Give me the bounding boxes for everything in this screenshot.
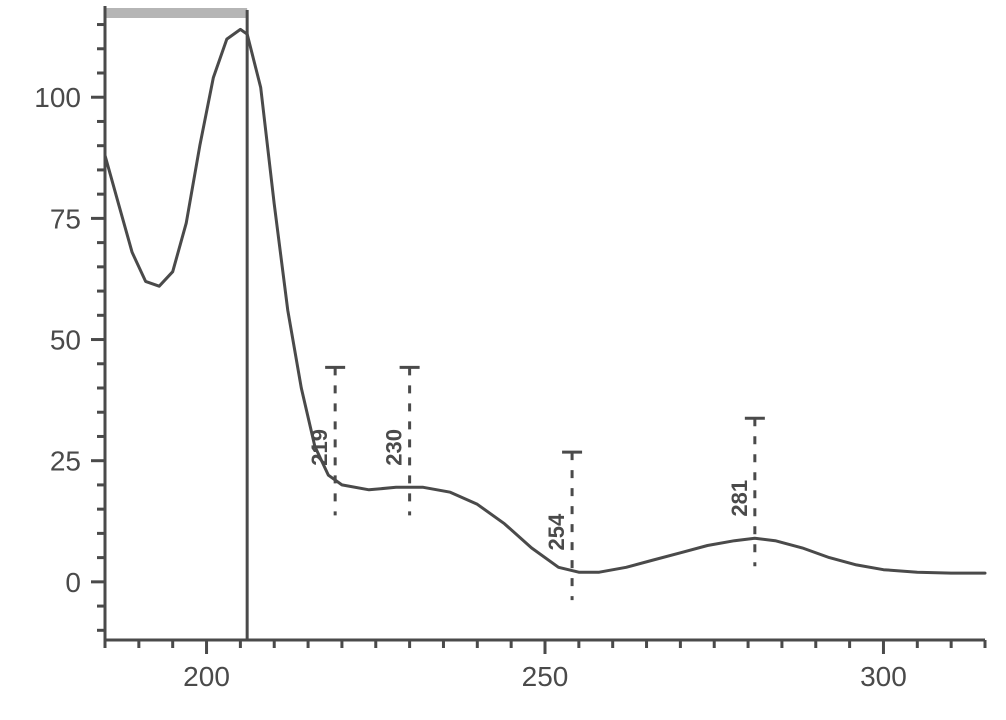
y-tick-label: 100	[34, 82, 81, 113]
chart-bg	[0, 0, 1006, 720]
spectrum-chart: 0 25 50 75 100 200 250 300 219 230 254 281	[0, 0, 1006, 720]
peak-label: 254	[544, 513, 569, 550]
x-tick-label: 250	[522, 661, 569, 692]
y-tick-label: 50	[50, 325, 81, 356]
x-tick-label: 200	[183, 661, 230, 692]
y-tick-label: 25	[50, 446, 81, 477]
peak-label: 281	[727, 480, 752, 517]
x-tick-label: 300	[860, 661, 907, 692]
peak-label: 219	[307, 429, 332, 466]
top-clip-bar	[105, 8, 247, 18]
y-tick-label: 75	[50, 203, 81, 234]
chart-canvas: 0 25 50 75 100 200 250 300 219 230 254 281	[0, 0, 1006, 720]
peak-label: 230	[382, 429, 407, 466]
y-tick-label: 0	[65, 567, 81, 598]
